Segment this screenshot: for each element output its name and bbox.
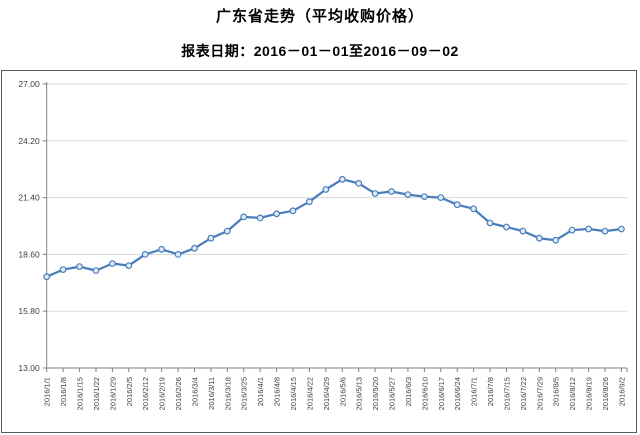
x-axis-tick-label: 2016/2/5 bbox=[125, 377, 134, 406]
data-point-marker bbox=[59, 266, 67, 274]
y-axis-tick-label: 13.00 bbox=[18, 363, 40, 373]
data-point-marker bbox=[191, 244, 198, 252]
x-axis-tick-label: 2016/4/15 bbox=[289, 377, 298, 410]
data-point-marker bbox=[503, 223, 510, 231]
data-point-marker bbox=[322, 186, 330, 193]
y-axis-tick-label: 24.20 bbox=[18, 136, 40, 146]
x-axis-tick-label: 2016/8/5 bbox=[552, 377, 561, 406]
data-point-marker bbox=[141, 250, 149, 258]
data-point-marker bbox=[338, 175, 346, 183]
y-axis-tick-label: 21.40 bbox=[18, 193, 40, 203]
data-point-marker bbox=[568, 226, 576, 234]
x-axis-tick-label: 2016/6/3 bbox=[404, 377, 413, 406]
x-axis-tick-label: 2016/7/22 bbox=[519, 377, 528, 410]
data-point-marker bbox=[421, 193, 428, 200]
x-axis-tick-label: 2016/5/27 bbox=[388, 377, 397, 410]
x-axis-tick-label: 2016/8/12 bbox=[568, 377, 577, 410]
data-point-marker bbox=[289, 207, 297, 215]
data-point-marker bbox=[273, 210, 281, 218]
x-axis-tick-label: 2016/5/20 bbox=[371, 377, 380, 410]
data-point-marker bbox=[108, 260, 116, 267]
data-point-marker bbox=[618, 225, 625, 233]
x-axis-tick-label: 2016/3/18 bbox=[223, 377, 232, 410]
data-point-marker bbox=[223, 227, 231, 235]
data-point-marker bbox=[404, 191, 412, 198]
x-axis-tick-label: 2016/8/19 bbox=[585, 377, 594, 410]
data-point-marker bbox=[601, 227, 609, 235]
x-axis-tick-label: 2016/5/6 bbox=[338, 377, 347, 406]
x-axis-tick-label: 2016/3/4 bbox=[190, 377, 199, 406]
data-point-marker bbox=[240, 213, 248, 221]
data-point-marker bbox=[355, 179, 363, 187]
x-axis-tick-label: 2016/7/8 bbox=[486, 377, 495, 406]
x-axis-tick-label: 2016/2/26 bbox=[174, 377, 183, 410]
x-axis-tick-label: 2016/3/11 bbox=[207, 377, 216, 410]
data-point-marker bbox=[519, 227, 527, 235]
data-point-marker bbox=[207, 234, 215, 242]
x-axis-tick-label: 2016/6/17 bbox=[437, 377, 446, 410]
data-point-marker bbox=[43, 273, 51, 281]
data-point-marker bbox=[92, 267, 100, 275]
x-axis-tick-label: 2016/7/15 bbox=[502, 377, 511, 410]
price-trend-line bbox=[45, 178, 623, 278]
x-axis-tick-label: 2016/3/25 bbox=[240, 377, 249, 410]
data-point-marker bbox=[371, 190, 379, 197]
data-point-marker bbox=[256, 214, 264, 222]
data-point-marker bbox=[388, 188, 395, 195]
data-point-marker bbox=[552, 236, 560, 244]
x-axis-tick-label: 2016/1/29 bbox=[108, 377, 117, 410]
data-point-marker bbox=[437, 194, 445, 201]
x-axis-tick-label: 2016/1/1 bbox=[43, 377, 52, 406]
x-axis-tick-label: 2016/7/29 bbox=[535, 377, 544, 410]
x-axis-tick-label: 2016/1/22 bbox=[92, 377, 101, 410]
data-point-marker bbox=[585, 225, 592, 233]
data-point-marker bbox=[158, 245, 166, 253]
data-point-marker bbox=[125, 262, 133, 270]
x-axis-tick-label: 2016/6/24 bbox=[453, 377, 462, 410]
data-point-marker bbox=[535, 234, 543, 242]
data-point-marker bbox=[453, 201, 461, 209]
data-point-marker bbox=[486, 219, 494, 227]
data-point-marker bbox=[174, 250, 182, 258]
y-axis-tick-label: 27.00 bbox=[18, 79, 40, 89]
data-point-marker bbox=[306, 198, 313, 206]
data-point-marker bbox=[470, 205, 478, 213]
x-axis-tick-label: 2016/5/13 bbox=[355, 377, 364, 410]
x-axis-tick-label: 2016/1/8 bbox=[59, 377, 68, 406]
x-axis-tick-label: 2016/4/22 bbox=[305, 377, 314, 410]
x-axis-tick-label: 2016/6/10 bbox=[420, 377, 429, 410]
chart-title: 广东省走势（平均收购价格） bbox=[215, 8, 424, 25]
data-point-marker bbox=[76, 263, 83, 271]
x-axis-tick-label: 2016/7/1 bbox=[470, 377, 479, 406]
x-axis-tick-label: 2016/4/29 bbox=[322, 377, 331, 410]
x-axis-tick-label: 2016/2/19 bbox=[158, 377, 167, 410]
x-axis-tick-label: 2016/8/26 bbox=[601, 377, 610, 410]
x-axis-tick-label: 2016/4/8 bbox=[273, 377, 282, 406]
report-date-subtitle: 报表日期：2016－01－01至2016－09－02 bbox=[181, 43, 459, 59]
y-axis-tick-label: 15.80 bbox=[18, 306, 40, 316]
y-axis-tick-label: 18.60 bbox=[18, 249, 40, 259]
x-axis-tick-label: 2016/2/12 bbox=[141, 377, 150, 410]
chart-frame: 27.00 24.20 21.40 18.60 15.80 13.00 2016/1/1 20… bbox=[1, 70, 637, 433]
x-axis-tick-label: 2016/4/1 bbox=[256, 377, 265, 406]
x-axis-tick-label: 2016/9/2 bbox=[617, 377, 626, 406]
x-axis-tick-label: 2016/1/15 bbox=[76, 377, 85, 410]
